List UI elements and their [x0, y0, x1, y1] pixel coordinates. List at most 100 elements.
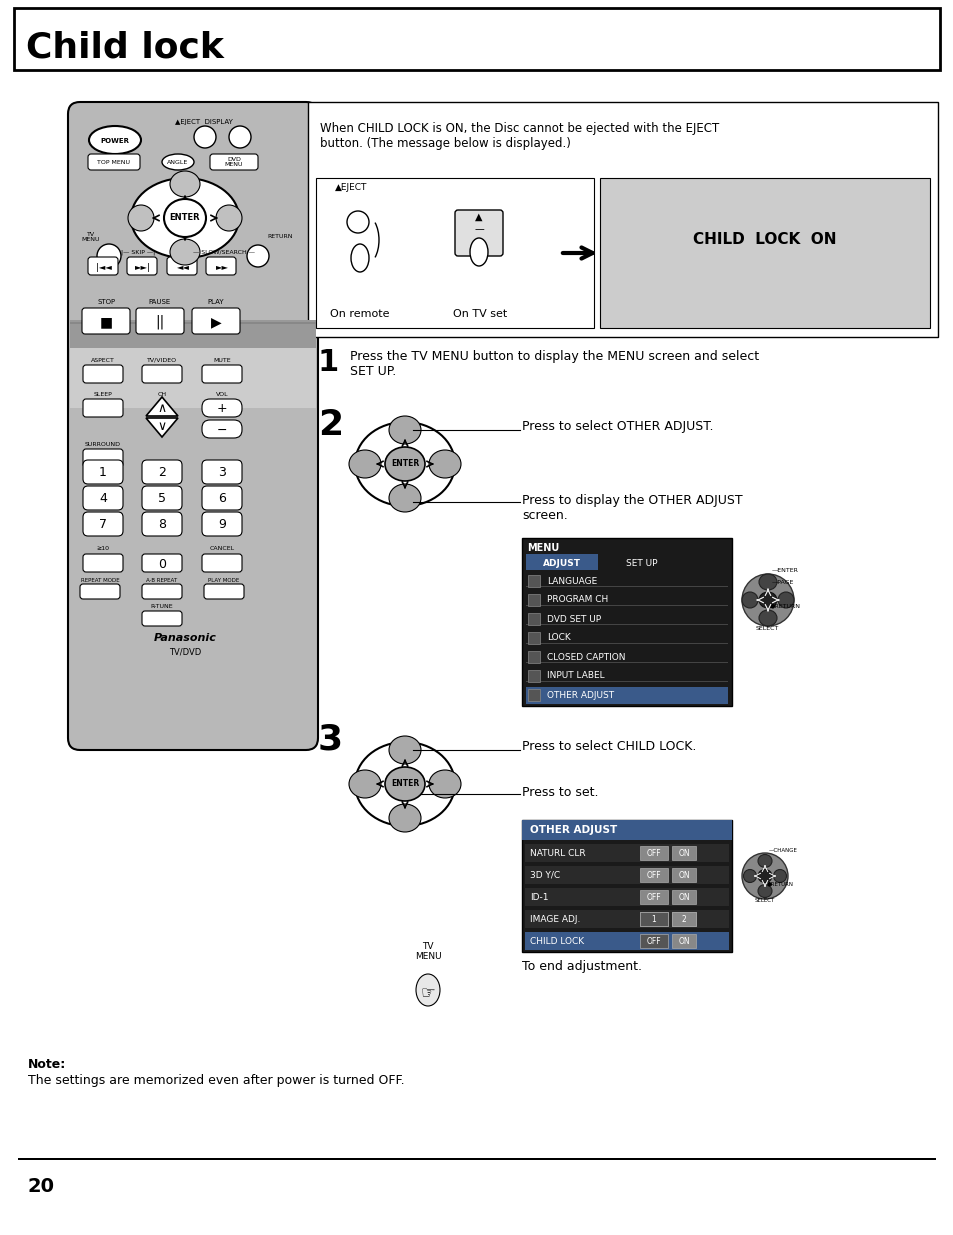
Bar	[525, 687, 727, 704]
Text: −: −	[216, 424, 227, 436]
Ellipse shape	[741, 592, 758, 608]
Text: PLAY: PLAY	[208, 299, 224, 305]
Ellipse shape	[128, 205, 153, 231]
Bar	[639, 868, 667, 882]
Ellipse shape	[347, 211, 369, 233]
Text: OFF: OFF	[646, 848, 660, 857]
FancyBboxPatch shape	[202, 487, 242, 510]
FancyBboxPatch shape	[142, 611, 182, 626]
Bar	[671, 846, 696, 860]
Text: OFF: OFF	[646, 893, 660, 902]
Text: ◄◄: ◄◄	[176, 263, 190, 272]
Ellipse shape	[131, 178, 239, 258]
Ellipse shape	[389, 484, 420, 513]
Ellipse shape	[355, 422, 455, 506]
Text: REPEAT MODE: REPEAT MODE	[81, 578, 119, 583]
Text: SLEEP: SLEEP	[93, 391, 112, 396]
Text: OFF: OFF	[646, 914, 660, 924]
Ellipse shape	[215, 205, 242, 231]
Text: 2: 2	[317, 408, 343, 442]
Text: OTHER ADJUST: OTHER ADJUST	[530, 825, 617, 835]
FancyBboxPatch shape	[83, 366, 123, 383]
Text: TOP MENU: TOP MENU	[97, 161, 131, 165]
Ellipse shape	[89, 126, 141, 154]
Text: ADJUST: ADJUST	[542, 558, 580, 568]
Text: 2: 2	[680, 914, 685, 924]
FancyBboxPatch shape	[83, 487, 123, 510]
Bar	[525, 555, 598, 571]
Text: — SLOW/SEARCH —: — SLOW/SEARCH —	[193, 249, 254, 254]
Text: 0: 0	[158, 557, 166, 571]
Bar	[639, 911, 667, 926]
Text: Press to display the OTHER ADJUST
screen.: Press to display the OTHER ADJUST screen…	[521, 494, 741, 522]
Text: CHILD  LOCK  ON: CHILD LOCK ON	[693, 232, 836, 247]
Bar	[671, 868, 696, 882]
Ellipse shape	[759, 610, 776, 626]
Bar	[527, 632, 539, 643]
Ellipse shape	[351, 245, 369, 272]
Ellipse shape	[758, 855, 771, 867]
Bar	[70, 348, 315, 408]
Text: ON: ON	[678, 848, 689, 857]
Text: ▶: ▶	[211, 315, 221, 329]
Ellipse shape	[170, 170, 200, 198]
Text: PAUSE: PAUSE	[149, 299, 171, 305]
Bar	[524, 932, 728, 950]
Bar	[524, 888, 728, 906]
Bar	[524, 866, 728, 884]
Bar	[524, 844, 728, 862]
Text: |— SKIP —|: |— SKIP —|	[121, 249, 155, 254]
Text: R-TUNE: R-TUNE	[151, 604, 173, 610]
FancyBboxPatch shape	[88, 257, 118, 275]
Ellipse shape	[193, 126, 215, 148]
Bar	[527, 613, 539, 625]
FancyBboxPatch shape	[192, 308, 240, 333]
FancyBboxPatch shape	[83, 513, 123, 536]
FancyBboxPatch shape	[88, 154, 140, 170]
Ellipse shape	[429, 450, 460, 478]
Text: ENTER: ENTER	[391, 459, 418, 468]
Text: Press to select OTHER ADJUST.: Press to select OTHER ADJUST.	[521, 420, 713, 433]
Text: Press to set.: Press to set.	[521, 785, 598, 799]
Text: RETURN: RETURN	[267, 235, 293, 240]
Text: 2: 2	[158, 466, 166, 478]
Text: 3: 3	[317, 722, 343, 756]
Ellipse shape	[741, 853, 787, 899]
Ellipse shape	[389, 416, 420, 445]
FancyBboxPatch shape	[455, 210, 502, 256]
FancyBboxPatch shape	[142, 513, 182, 536]
Text: —CHANGE: —CHANGE	[768, 847, 797, 852]
Text: When CHILD LOCK is ON, the Disc cannot be ejected with the EJECT
button. (The me: When CHILD LOCK is ON, the Disc cannot b…	[319, 122, 719, 149]
Text: Panasonic: Panasonic	[153, 634, 216, 643]
Ellipse shape	[742, 869, 756, 883]
FancyBboxPatch shape	[80, 584, 120, 599]
Text: ▲EJECT  DISPLAY: ▲EJECT DISPLAY	[175, 119, 233, 125]
Text: ASPECT: ASPECT	[91, 357, 114, 363]
FancyBboxPatch shape	[206, 257, 235, 275]
Ellipse shape	[758, 869, 771, 883]
Text: 7: 7	[99, 517, 107, 531]
Ellipse shape	[389, 736, 420, 764]
Text: ENTER: ENTER	[170, 214, 200, 222]
Text: INPUT LABEL: INPUT LABEL	[546, 672, 604, 680]
FancyBboxPatch shape	[142, 487, 182, 510]
FancyBboxPatch shape	[127, 257, 157, 275]
Bar	[527, 671, 539, 682]
Bar	[524, 910, 728, 927]
FancyBboxPatch shape	[167, 257, 196, 275]
Text: LOCK: LOCK	[546, 634, 570, 642]
Ellipse shape	[429, 769, 460, 798]
Text: ANGLE: ANGLE	[167, 161, 189, 165]
Ellipse shape	[470, 238, 488, 266]
Text: VOL: VOL	[215, 391, 228, 396]
Text: ∨: ∨	[157, 420, 167, 433]
Text: ON: ON	[678, 936, 689, 946]
Text: On TV set: On TV set	[453, 309, 507, 319]
Text: ☞: ☞	[420, 984, 435, 1002]
Ellipse shape	[741, 574, 793, 626]
Text: 9: 9	[218, 517, 226, 531]
Text: PROGRAM CH: PROGRAM CH	[546, 595, 608, 604]
Text: CANCEL: CANCEL	[210, 547, 234, 552]
Bar	[521, 820, 731, 840]
Ellipse shape	[162, 154, 193, 170]
